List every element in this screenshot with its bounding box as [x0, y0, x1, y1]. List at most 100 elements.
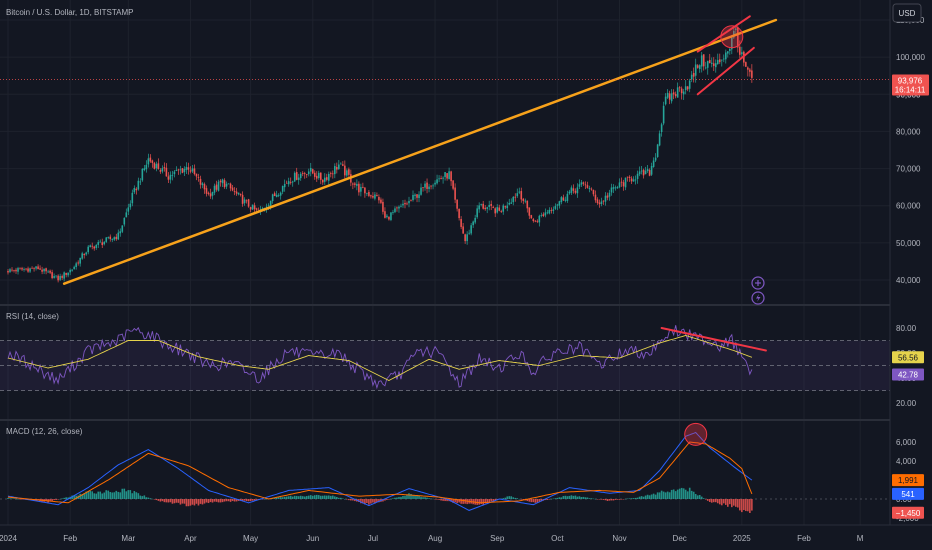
candle-body: [167, 176, 170, 180]
plus-circle-icon[interactable]: [751, 276, 765, 290]
macd-histogram-bar: [217, 499, 220, 503]
macd-histogram-bar: [149, 498, 152, 499]
candle-body: [670, 93, 673, 102]
macd-pane[interactable]: [0, 422, 890, 513]
macd-highlight-circle[interactable]: [684, 422, 708, 446]
candle-body: [267, 205, 270, 207]
candle-body: [568, 191, 571, 194]
macd-histogram-bar: [696, 495, 699, 499]
candle-body: [632, 179, 635, 182]
candle-body: [165, 167, 168, 177]
macd-histogram-bar: [57, 499, 59, 500]
macd-histogram-bar: [107, 490, 110, 499]
macd-histogram-bar: [510, 496, 513, 499]
macd-histogram-bar: [334, 496, 336, 499]
candle-body: [161, 168, 164, 172]
candle-body: [325, 177, 328, 180]
macd-histogram-bar: [710, 499, 713, 503]
macd-histogram-bar: [95, 493, 98, 499]
candle-body: [105, 237, 108, 242]
candle-body: [482, 203, 484, 209]
candle-body: [61, 276, 63, 278]
macd-histogram-bar: [598, 499, 601, 500]
macd-histogram-bar: [225, 499, 228, 502]
macd-histogram-bar: [592, 498, 595, 500]
macd-histogram-bar: [297, 496, 300, 499]
rsi-ma-value: 56.56: [898, 353, 919, 362]
candle-body: [538, 215, 541, 223]
macd-histogram-bar: [726, 499, 729, 507]
macd-histogram-bar: [159, 499, 162, 502]
macd-histogram-bar: [612, 499, 615, 501]
macd-histogram-bar: [634, 497, 637, 499]
macd-histogram-bar: [610, 499, 613, 501]
macd-histogram-bar: [233, 499, 236, 502]
macd-histogram-bar: [486, 499, 488, 504]
macd-histogram-bar: [729, 499, 731, 505]
candle-body: [348, 169, 350, 175]
trendline[interactable]: [62, 18, 778, 285]
macd-histogram-bar: [490, 499, 493, 502]
macd-histogram-bar: [199, 499, 202, 504]
macd-histogram-bar: [342, 498, 344, 500]
macd-histogram-bar: [632, 498, 635, 499]
channel-upper-line[interactable]: [696, 15, 751, 53]
channel-lower-line[interactable]: [696, 46, 755, 96]
candle-body: [346, 170, 348, 176]
candle-body: [107, 237, 110, 238]
symbol-title[interactable]: Bitcoin / U.S. Dollar, 1D, BITSTAMP: [6, 8, 133, 17]
candle-body: [476, 208, 478, 218]
macd-histogram-bar: [514, 497, 517, 499]
candle-body: [33, 268, 35, 270]
macd-histogram-bar: [59, 499, 61, 500]
rsi-ma-line: [7, 335, 753, 382]
candle-body: [412, 194, 414, 201]
candle-body: [275, 194, 278, 198]
macd-histogram-bar: [622, 499, 625, 500]
candle-body: [177, 169, 180, 171]
candle-body: [13, 270, 15, 272]
candle-body: [47, 271, 49, 273]
macd-histogram-bar: [504, 497, 507, 499]
macd-histogram-bar: [147, 497, 150, 499]
price-highlight-circle[interactable]: [720, 25, 744, 49]
candle-body: [604, 195, 607, 202]
candle-body: [307, 171, 310, 175]
candle-body: [654, 157, 657, 161]
candle-body: [213, 185, 216, 193]
rsi-label[interactable]: RSI (14, close): [6, 312, 59, 321]
macd-histogram-bar: [175, 499, 178, 503]
candle-body: [422, 187, 424, 189]
macd-histogram-bar: [458, 499, 460, 503]
currency-button[interactable]: USD: [892, 3, 922, 23]
candle-body: [536, 220, 539, 222]
macd-histogram-bar: [293, 495, 296, 499]
rsi-divergence-line[interactable]: [660, 327, 767, 352]
macd-histogram-bar: [368, 499, 370, 505]
candle-body: [269, 200, 272, 207]
macd-histogram-bar: [63, 497, 65, 499]
candle-body: [722, 58, 725, 60]
macd-histogram-bar: [536, 499, 539, 503]
candle-body: [374, 194, 376, 199]
candle-body: [109, 236, 112, 240]
macd-histogram-bar: [672, 489, 675, 499]
macd-histogram-bar: [394, 497, 396, 499]
candle-body: [546, 212, 549, 214]
candle-body: [309, 167, 312, 172]
candle-body: [125, 212, 128, 218]
candle-body: [530, 215, 533, 219]
candle-body: [618, 182, 621, 188]
macd-histogram-bar: [245, 499, 248, 501]
candle-body: [129, 203, 132, 208]
candle-body: [690, 74, 693, 80]
macd-histogram-bar: [396, 497, 398, 499]
macd-label[interactable]: MACD (12, 26, close): [6, 427, 83, 436]
lightning-circle-icon[interactable]: [751, 291, 765, 305]
x-tick-label: Feb: [63, 534, 77, 543]
signal-value-badge: [892, 487, 924, 500]
price-pane[interactable]: [0, 15, 890, 285]
rsi-pane[interactable]: [0, 325, 890, 391]
candle-body: [303, 173, 306, 174]
